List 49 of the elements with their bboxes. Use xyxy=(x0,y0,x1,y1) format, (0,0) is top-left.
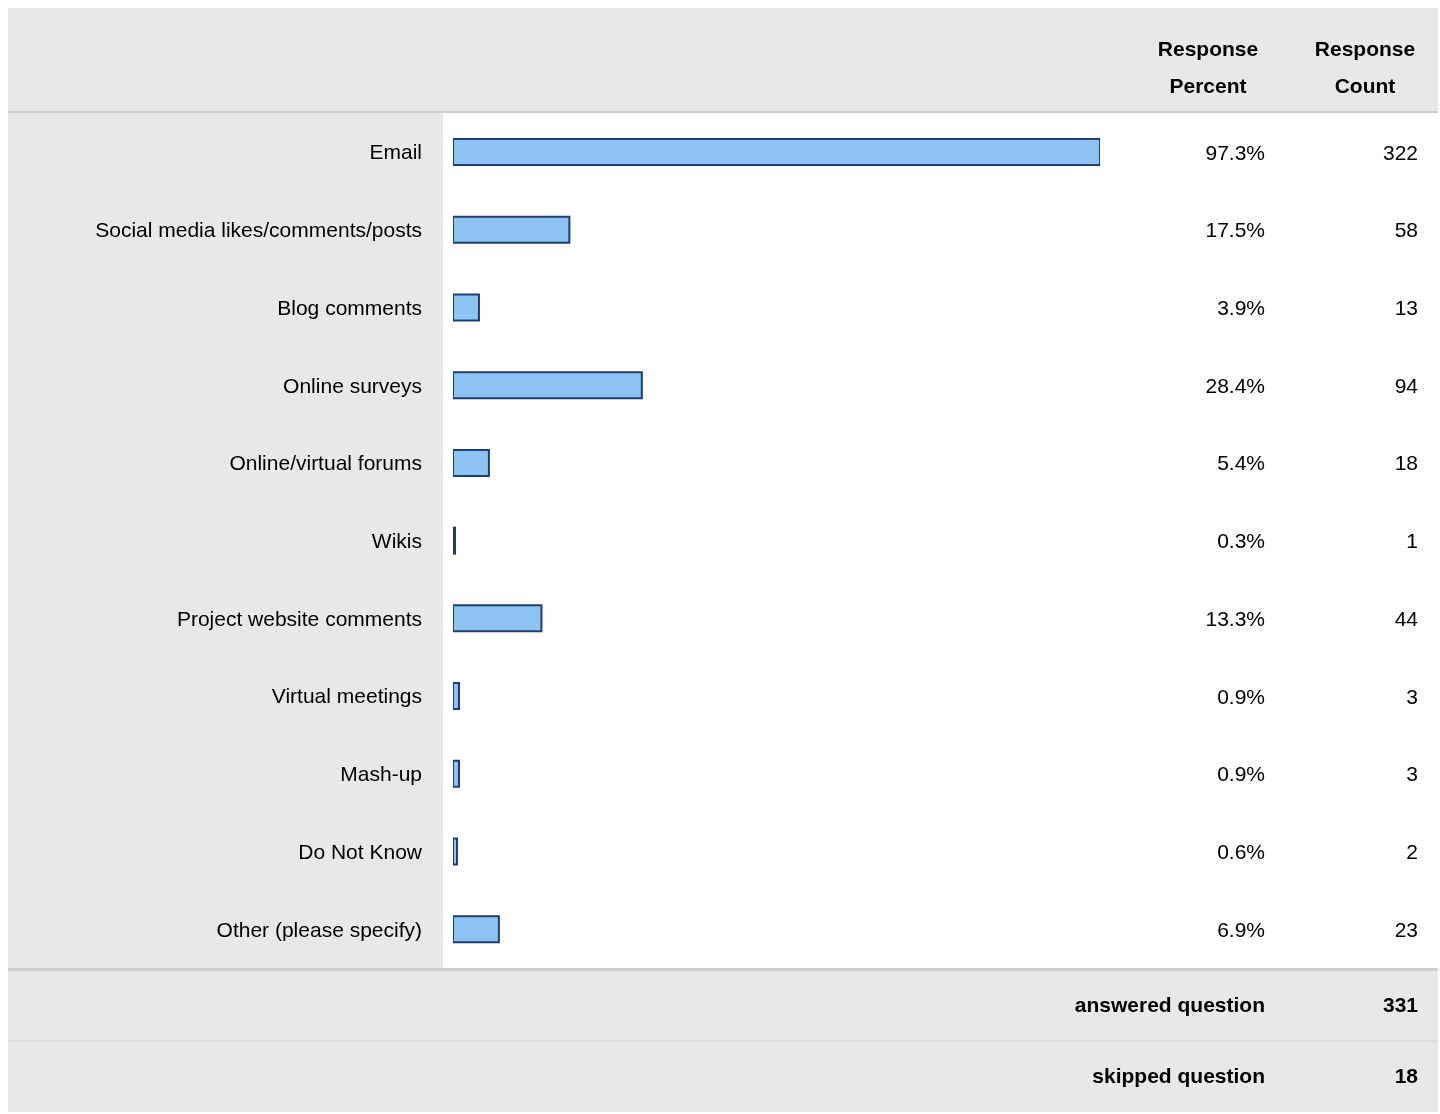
data-label: 5.4% xyxy=(1217,451,1265,475)
y-tick-label: Other (please specify) xyxy=(216,917,422,941)
data-label: 0.9% xyxy=(1217,762,1265,786)
text: 13 xyxy=(1394,295,1418,319)
data-label: 13.3% xyxy=(1205,606,1265,630)
text: 2 xyxy=(1406,840,1418,864)
text: 331 xyxy=(1382,993,1418,1017)
data-label: 28.4% xyxy=(1205,373,1265,397)
y-tick-label: Social media likes/comments/posts xyxy=(95,218,422,242)
text: 44 xyxy=(1394,606,1419,630)
text: 18 xyxy=(1394,1064,1418,1088)
data-label: 0.3% xyxy=(1217,529,1265,553)
text: 1 xyxy=(1406,529,1418,553)
text: skipped question xyxy=(1092,1064,1265,1088)
bar xyxy=(453,448,490,477)
text: 3 xyxy=(1406,684,1418,708)
y-tick-label: Wikis xyxy=(371,528,422,552)
bar xyxy=(453,915,500,944)
data-label: 97.3% xyxy=(1205,140,1265,164)
text: 322 xyxy=(1382,140,1418,164)
bar xyxy=(453,604,543,633)
y-tick-label: Online surveys xyxy=(283,373,422,397)
bar xyxy=(453,371,643,400)
data-label: 0.9% xyxy=(1217,684,1265,708)
data-label: 17.5% xyxy=(1205,218,1265,242)
y-tick-label: Online/virtual forums xyxy=(229,451,422,475)
y-tick-label: Email xyxy=(369,140,422,164)
bar xyxy=(453,215,571,244)
y-tick-label: Mash-up xyxy=(340,762,422,786)
data-label: 6.9% xyxy=(1217,917,1265,941)
data-label: 0.6% xyxy=(1217,840,1265,864)
text: 58 xyxy=(1394,218,1418,242)
text: 94 xyxy=(1394,373,1419,397)
data-label: 3.9% xyxy=(1217,295,1265,319)
bar xyxy=(453,293,480,322)
bar xyxy=(453,682,460,711)
text: answered question xyxy=(1074,993,1265,1017)
bar xyxy=(453,759,460,788)
bar xyxy=(453,837,458,866)
bar xyxy=(453,138,1100,166)
y-tick-label: Do Not Know xyxy=(298,839,423,863)
y-tick-label: Virtual meetings xyxy=(271,684,422,708)
text: 3 xyxy=(1406,762,1418,786)
text: 23 xyxy=(1394,917,1418,941)
text: 18 xyxy=(1394,451,1418,475)
text: Response Percent xyxy=(1156,36,1260,99)
text: Response Count xyxy=(1313,36,1417,99)
y-tick-label: Blog comments xyxy=(277,295,422,319)
y-tick-label: Project website comments xyxy=(176,606,422,630)
